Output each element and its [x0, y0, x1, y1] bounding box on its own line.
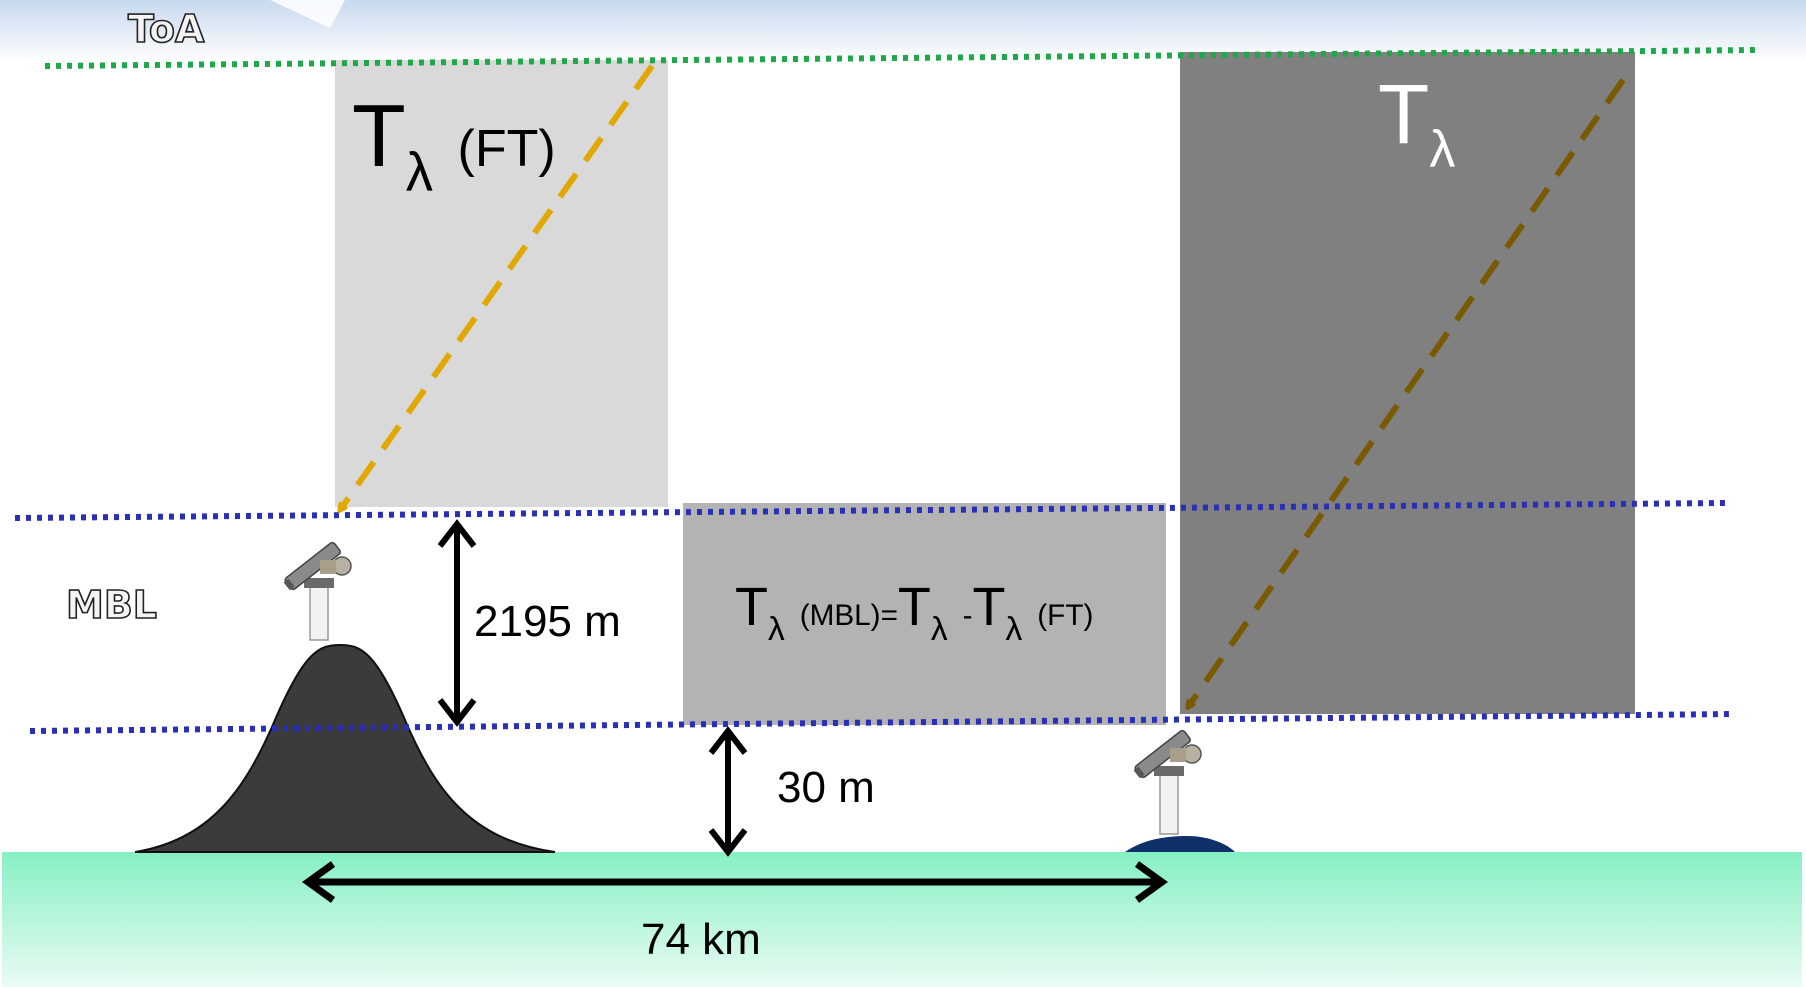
height-low-label: 30 m [777, 763, 875, 812]
total-lambda: λ [1429, 120, 1456, 179]
radiation-arrow-ft [340, 64, 655, 510]
formula-s3: λ [1005, 611, 1023, 649]
formula-s2: λ [930, 611, 948, 649]
ft-transmittance-label: Tλ (FT) [352, 92, 556, 200]
formula-p3: (FT) [1037, 599, 1094, 632]
mbl-bottom-line [29, 711, 1736, 734]
photometer-icon [283, 541, 352, 641]
formula-t2: T [897, 577, 931, 637]
ft-suffix: (FT) [457, 120, 556, 178]
distance-label: 74 km [641, 915, 761, 964]
toa-label: ToA [127, 7, 205, 51]
formula-p2: - [962, 599, 973, 632]
box-marine-boundary-layer [683, 503, 1166, 725]
total-t: T [1378, 67, 1430, 161]
height-mbl-label: 2195 m [474, 597, 621, 646]
mountain [134, 643, 556, 853]
island [1125, 836, 1235, 852]
height-arrow-mbl [437, 519, 477, 727]
ft-t: T [352, 86, 406, 185]
formula-s1: λ [768, 611, 785, 649]
ft-lambda: λ [405, 141, 434, 203]
formula-p1: (MBL)= [799, 599, 898, 632]
radiation-arrow-total [1188, 78, 1626, 707]
photometer-icon [1133, 729, 1202, 835]
mbl-label: MBL [65, 583, 158, 627]
height-arrow-low [708, 726, 748, 857]
sea-surface [2, 852, 1802, 987]
header-swoosh [270, 0, 345, 28]
total-transmittance-label: Tλ [1378, 72, 1455, 176]
distance-arrow [302, 861, 1168, 903]
box-total-column [1180, 52, 1635, 714]
mbl-formula: Tλ (MBL)=Tλ -Tλ (FT) [735, 580, 1093, 647]
formula-t3: T [972, 577, 1006, 637]
formula-t1: T [735, 577, 768, 637]
